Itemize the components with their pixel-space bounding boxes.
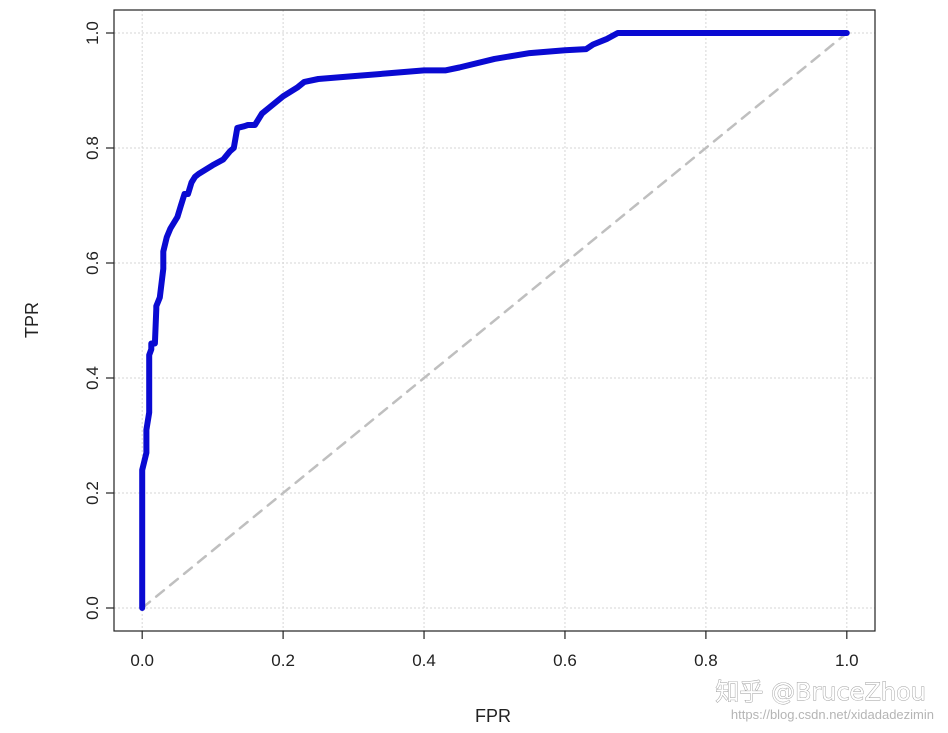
y-tick-label-5: 1.0 (83, 21, 102, 45)
x-tick-label-0: 0.0 (130, 651, 154, 670)
y-tick-label-1: 0.2 (83, 481, 102, 505)
watermark-main: 知乎 @BruceZhou (715, 678, 926, 706)
x-axis-title: FPR (475, 706, 511, 726)
roc-curve (139, 30, 850, 611)
y-tick-label-4: 0.8 (83, 136, 102, 160)
x-tick-label-3: 0.6 (553, 651, 577, 670)
plot-frame (113, 9, 876, 632)
x-tick-label-1: 0.2 (271, 651, 295, 670)
x-tick-label-5: 1.0 (835, 651, 859, 670)
x-tick-label-4: 0.8 (694, 651, 718, 670)
diagonal-reference-line (140, 31, 849, 610)
x-axis: 0.0 0.2 0.4 0.6 0.8 1.0 (130, 631, 859, 670)
watermark-url: https://blog.csdn.net/xidadadezimin (731, 707, 934, 722)
y-tick-label-3: 0.6 (83, 251, 102, 275)
y-tick-label-2: 0.4 (83, 366, 102, 390)
y-axis-title: TPR (22, 302, 42, 338)
y-tick-label-0: 0.0 (83, 596, 102, 620)
x-tick-label-2: 0.4 (412, 651, 436, 670)
series-layer (139, 30, 850, 611)
y-axis: 0.0 0.2 0.4 0.6 0.8 1.0 (83, 21, 114, 620)
